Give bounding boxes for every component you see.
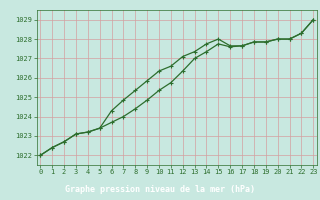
- Text: Graphe pression niveau de la mer (hPa): Graphe pression niveau de la mer (hPa): [65, 185, 255, 194]
